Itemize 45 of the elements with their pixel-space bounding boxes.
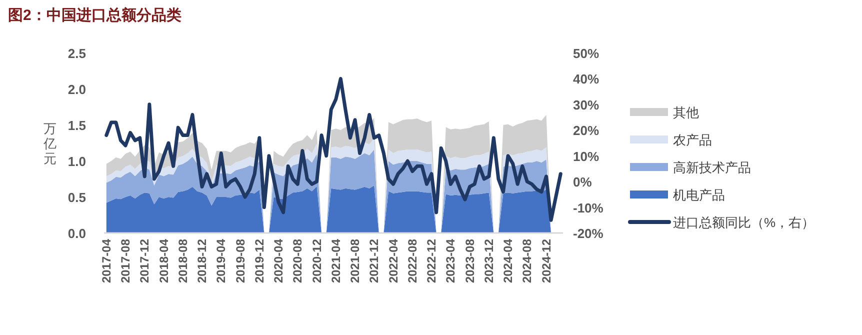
y-tick-label: 0.5 [68, 190, 86, 205]
y2-tick-label: 40% [573, 72, 600, 87]
x-tick-label: 2018-04 [156, 238, 171, 284]
x-tick-label: 2023-08 [462, 238, 477, 284]
y2-tick-label: 0% [573, 174, 592, 190]
x-tick-label: 2019-04 [214, 238, 228, 284]
y2-tick-label: -20% [573, 226, 604, 241]
y-axis-title: 万亿元 [42, 121, 56, 166]
chart-title: 图2：中国进口总额分品类 [8, 6, 182, 24]
x-tick-label: 2021-04 [328, 238, 343, 284]
x-tick-label: 2020-12 [310, 238, 324, 284]
legend-label: 其他 [673, 105, 699, 120]
x-tick-label: 2017-08 [118, 238, 133, 284]
x-tick-label: 2020-04 [272, 238, 286, 284]
x-tick-label: 2018-12 [195, 238, 210, 284]
x-tick-label: 2021-08 [348, 238, 362, 284]
y2-tick-label: 30% [573, 97, 600, 112]
legend-label: 进口总额同比（%，右） [673, 215, 815, 230]
x-tick-label: 2017-04 [99, 238, 114, 284]
legend-label: 农产品 [673, 132, 712, 148]
y-tick-label: 0.0 [68, 226, 86, 241]
y-tick-label: 2.5 [68, 46, 86, 61]
x-tick-label: 2022-12 [424, 238, 439, 284]
x-tick-label: 2024-08 [520, 238, 534, 284]
x-tick-label: 2022-04 [386, 238, 400, 284]
y2-tick-label: -10% [573, 200, 604, 216]
x-tick-label: 2017-12 [138, 238, 152, 284]
y2-tick-label: 50% [573, 46, 600, 61]
x-tick-label: 2019-12 [252, 238, 266, 284]
x-tick-label: 2023-12 [482, 238, 496, 284]
x-tick-label: 2019-08 [233, 238, 248, 284]
x-tick-label: 2023-04 [444, 238, 458, 284]
y2-tick-label: 20% [573, 123, 600, 138]
x-tick-label: 2024-12 [539, 238, 554, 284]
x-tick-label: 2022-08 [405, 238, 420, 284]
legend-label: 高新技术产品 [673, 160, 751, 175]
y2-tick-label: 10% [573, 148, 600, 164]
y-tick-label: 1.0 [68, 154, 86, 169]
x-tick-label: 2021-12 [367, 238, 382, 284]
y-tick-label: 2.0 [68, 82, 86, 97]
x-tick-label: 2020-08 [290, 238, 305, 284]
x-tick-label: 2024-04 [501, 238, 516, 284]
y-tick-label: 1.5 [68, 118, 86, 133]
x-tick-label: 2018-08 [176, 238, 190, 284]
legend-label: 机电产品 [673, 188, 725, 202]
